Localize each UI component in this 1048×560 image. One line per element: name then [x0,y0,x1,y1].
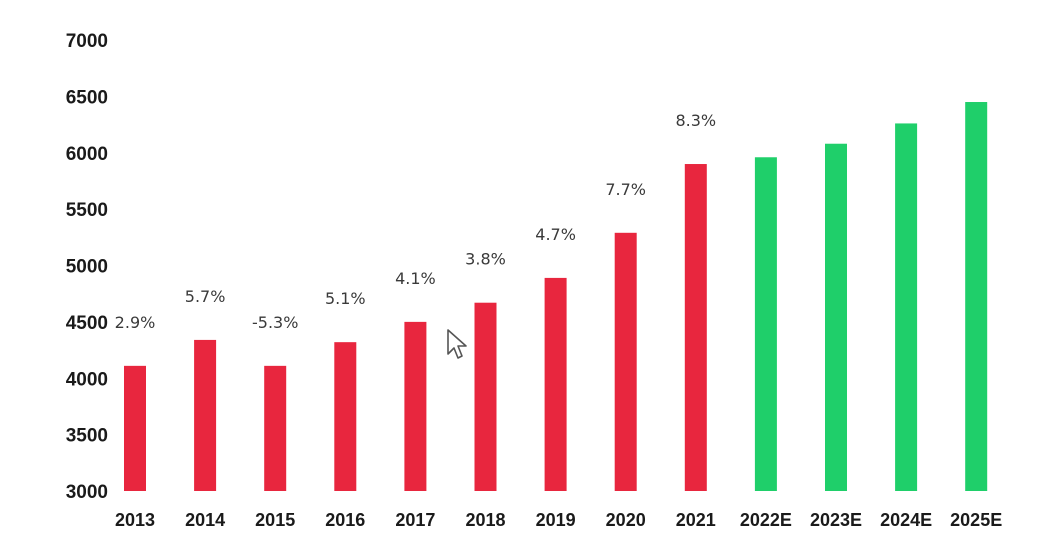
y-tick-label: 7000 [66,31,108,52]
x-tick-label: 2025E [950,510,1002,530]
bar-2017 [404,321,427,491]
x-tick-label: 2013 [115,510,155,530]
x-tick-label: 2019 [536,510,576,530]
data-label-2013: 2.9% [115,313,156,332]
x-tick-label: 2017 [395,510,435,530]
y-tick-label: 3500 [66,426,108,447]
y-axis: 3000 3500 4000 4500 5000 5500 6000 6500 7000 [66,31,108,503]
y-tick-label: 6500 [66,87,108,108]
bar-2015 [264,365,287,491]
x-tick-label: 2020 [606,510,646,530]
y-tick-label: 4500 [66,313,108,334]
data-label-2018: 3.8% [465,250,506,269]
x-tick-label: 2015 [255,510,295,530]
data-label-2019: 4.7% [535,225,576,244]
bar-2013 [124,365,146,491]
y-tick-label: 4000 [66,369,108,390]
bar-2020 [614,232,637,492]
y-tick-label: 5500 [66,200,108,221]
x-tick-label: 2024E [880,510,932,530]
bars [124,102,988,492]
data-labels: 2.9% 5.7% -5.3% 5.1% 4.1% 3.8% 4.7% 7.7% 8.3% [115,111,716,332]
x-axis: 2013 2014 2015 2016 2017 2018 2019 2020 2021 2022… [115,510,1002,530]
bar-2014 [194,339,217,491]
bar-2019 [544,277,567,491]
bar-2016 [334,342,357,491]
x-tick-label: 2018 [465,510,505,530]
mouse-pointer-icon [447,329,467,359]
y-tick-label: 6000 [66,144,108,165]
x-tick-label: 2016 [325,510,365,530]
data-label-2017: 4.1% [395,269,436,288]
x-tick-label: 2023E [810,510,862,530]
data-label-2020: 7.7% [605,180,646,199]
bar-2024E [895,123,918,491]
data-label-2014: 5.7% [185,287,226,306]
x-tick-label: 2022E [740,510,792,530]
y-tick-label: 3000 [66,482,108,503]
data-label-2021: 8.3% [675,111,716,130]
x-tick-label: 2021 [676,510,716,530]
bar-2023E [825,143,847,492]
y-tick-label: 5000 [66,257,108,278]
bar-2018 [474,302,497,491]
bar-2022E [754,157,777,491]
data-label-2015: -5.3% [252,313,298,332]
bar-2021 [684,164,707,491]
x-tick-label: 2014 [185,510,225,530]
bar-2025E [965,102,988,491]
data-label-2016: 5.1% [325,289,366,308]
